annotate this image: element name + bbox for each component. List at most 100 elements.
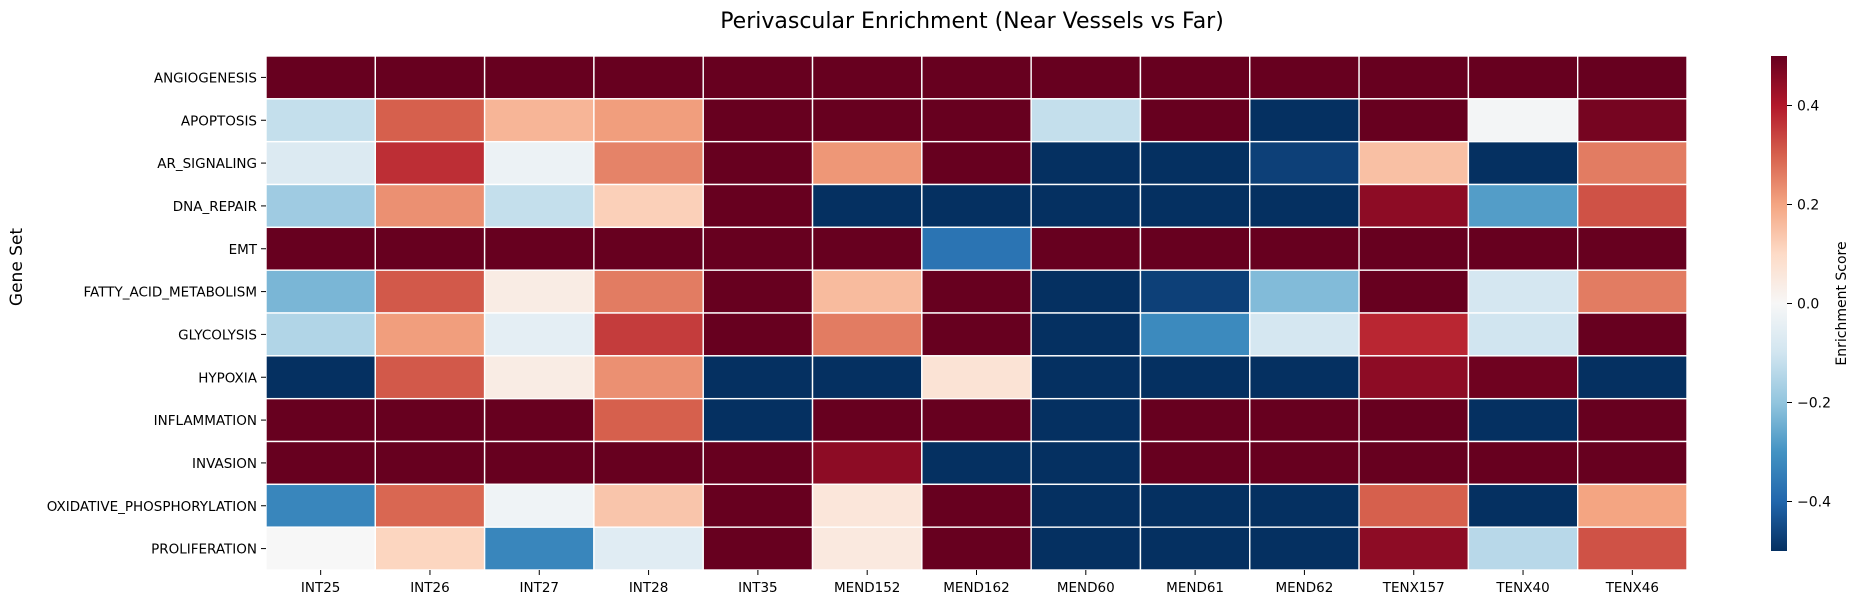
heatmap-cell	[1576, 183, 1688, 229]
heatmap-cell	[593, 397, 704, 443]
column-label: INT35	[738, 580, 778, 596]
column-label: TENX46	[1605, 580, 1659, 596]
heatmap-cell	[1030, 55, 1142, 100]
heatmap-cell	[702, 226, 814, 271]
heatmap-cell	[1576, 526, 1688, 571]
heatmap-cell	[1249, 397, 1360, 443]
heatmap-cell	[1467, 55, 1579, 100]
column-label: MEND60	[1057, 580, 1115, 596]
heatmap-cell	[1467, 269, 1579, 314]
heatmap-cell	[1576, 483, 1688, 528]
heatmap-cell	[483, 397, 595, 443]
heatmap-cell	[374, 226, 486, 271]
heatmap-cell	[1358, 440, 1470, 486]
heatmap-cell	[702, 183, 814, 229]
heatmap-cell	[593, 355, 704, 400]
heatmap-cell	[1358, 397, 1470, 443]
heatmap-cell	[1030, 312, 1142, 357]
heatmap-cell	[265, 440, 377, 486]
heatmap-cell	[265, 483, 377, 528]
heatmap-cell	[1139, 269, 1251, 314]
heatmap-cell	[1467, 183, 1579, 229]
heatmap-cell	[811, 312, 923, 357]
heatmap-cell	[593, 312, 704, 357]
heatmap-cell	[1467, 226, 1579, 271]
heatmap-cell	[593, 183, 704, 229]
heatmap-cell	[702, 526, 814, 571]
column-label: TENX40	[1495, 580, 1549, 596]
heatmap-cell	[593, 526, 704, 571]
heatmap-cell	[1249, 355, 1360, 400]
heatmap-cell	[1467, 312, 1579, 357]
row-label: OXIDATIVE_PHOSPHORYLATION	[47, 499, 257, 515]
heatmap-cell	[265, 312, 377, 357]
heatmap-cell	[483, 269, 595, 314]
heatmap-cell	[702, 55, 814, 100]
heatmap-cell	[1139, 98, 1251, 143]
heatmap-cell	[811, 226, 923, 271]
heatmap-cell	[921, 526, 1032, 571]
heatmap-cell	[811, 183, 923, 229]
heatmap-cell	[1030, 440, 1142, 486]
row-label: INFLAMMATION	[154, 413, 257, 429]
heatmap-cell	[1249, 183, 1360, 229]
heatmap-cell	[921, 355, 1032, 400]
column-label: INT26	[410, 580, 450, 596]
heatmap-cell	[921, 55, 1032, 100]
column-label: MEND162	[943, 580, 1009, 596]
heatmap-cell	[593, 269, 704, 314]
row-label: DNA_REPAIR	[173, 199, 257, 215]
heatmap-cell	[811, 526, 923, 571]
colorbar-tick-label: 0.0	[1797, 297, 1819, 313]
heatmap-cell	[1576, 355, 1688, 400]
heatmap-cell	[265, 397, 377, 443]
row-label: FATTY_ACID_METABOLISM	[84, 285, 258, 301]
heatmap-cell	[702, 440, 814, 486]
heatmap-cell	[483, 183, 595, 229]
heatmap-cell	[374, 355, 486, 400]
heatmap-cell	[702, 98, 814, 143]
heatmap-cell	[265, 526, 377, 571]
heatmap-cell	[1030, 98, 1142, 143]
heatmap-cell	[1249, 483, 1360, 528]
row-labels: ANGIOGENESIS APOPTOSIS AR_SIGNALING DNA_REP…	[47, 70, 266, 558]
heatmap-cell	[702, 312, 814, 357]
heatmap-cell	[702, 355, 814, 400]
heatmap-cell	[1249, 140, 1360, 186]
row-label: GLYCOLYSIS	[178, 327, 257, 343]
heatmap-cell	[483, 98, 595, 143]
row-label: PROLIFERATION	[151, 542, 257, 558]
heatmap-cell	[1139, 226, 1251, 271]
heatmap-cell	[1030, 355, 1142, 400]
heatmap-cell	[1467, 440, 1579, 486]
y-axis-label: Gene Set	[7, 228, 27, 307]
heatmap-cell	[1576, 140, 1688, 186]
heatmap-cell	[374, 183, 486, 229]
heatmap-cell	[593, 440, 704, 486]
heatmap-cell	[1358, 183, 1470, 229]
heatmap-cell	[811, 397, 923, 443]
heatmap-cell	[1249, 269, 1360, 314]
column-label: MEND62	[1275, 580, 1333, 596]
heatmap-cell	[811, 269, 923, 314]
heatmap-cell	[1139, 397, 1251, 443]
colorbar-tick-label: 0.2	[1797, 198, 1819, 214]
heatmap-cell	[483, 483, 595, 528]
heatmap-cell	[921, 397, 1032, 443]
heatmap-cell	[1358, 355, 1470, 400]
colorbar-gradient	[1771, 56, 1787, 551]
heatmap-cell	[374, 440, 486, 486]
heatmap-cell	[1139, 312, 1251, 357]
heatmap-cell	[1030, 526, 1142, 571]
heatmap-cell	[265, 183, 377, 229]
heatmap-cell	[1030, 226, 1142, 271]
heatmap-cell	[1139, 440, 1251, 486]
colorbar-tick-label: 0.4	[1797, 99, 1819, 115]
heatmap-cell	[811, 355, 923, 400]
heatmap-cell	[1358, 98, 1470, 143]
heatmap-cell	[1249, 312, 1360, 357]
heatmap-cell	[483, 355, 595, 400]
heatmap-cell	[1576, 98, 1688, 143]
heatmap-cell	[1139, 183, 1251, 229]
